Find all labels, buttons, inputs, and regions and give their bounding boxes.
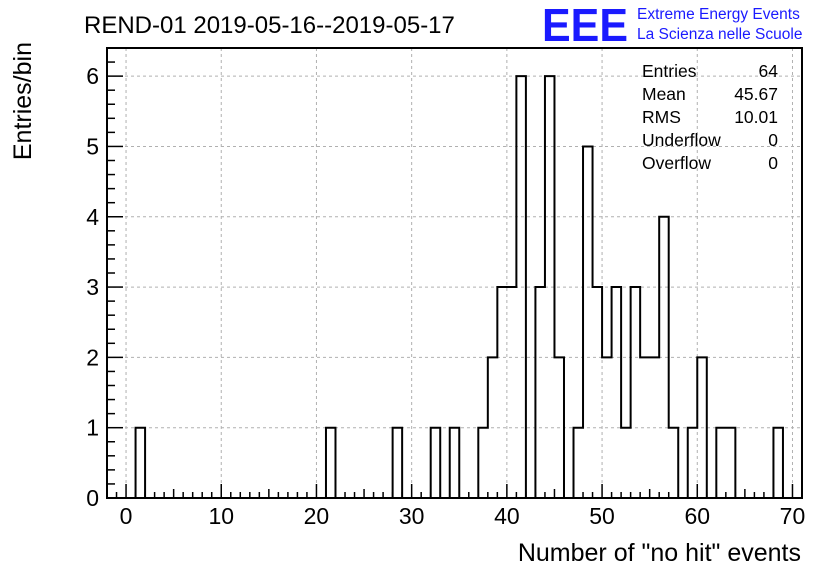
histogram-bar-49	[593, 287, 603, 498]
x-tick-label: 10	[208, 503, 234, 529]
x-tick-label: 50	[589, 503, 615, 529]
histogram-bar-39	[497, 287, 507, 498]
histogram-bar-53	[631, 287, 641, 498]
stats-value: 0	[768, 130, 778, 150]
stats-label: Entries	[642, 61, 697, 81]
y-tick-label: 3	[86, 274, 99, 300]
x-tick-label: 40	[494, 503, 520, 529]
logo-mark: EEE	[542, 0, 628, 51]
y-tick-labels: 0 1 2 3 4 5 6	[86, 63, 99, 511]
eee-logo: EEE Extreme Energy Events La Scienza nel…	[542, 0, 802, 51]
histogram-bar-56	[659, 217, 669, 498]
logo-line-1: Extreme Energy Events	[637, 6, 800, 23]
histogram-bar-32	[431, 428, 441, 498]
logo-line-2: La Scienza nelle Scuole	[637, 26, 802, 43]
histogram-bar-43	[535, 287, 545, 498]
histogram-bar-37	[478, 428, 488, 498]
histogram-bar-40	[507, 287, 517, 498]
y-tick-label: 4	[86, 204, 99, 230]
histogram-bar-55	[650, 357, 660, 498]
stats-box: Entries 64 Mean 45.67 RMS 10.01 Underflow 0 Over…	[642, 61, 778, 173]
histogram-bar-48	[583, 146, 593, 498]
y-tick-label: 2	[86, 344, 99, 370]
histogram-bars	[134, 75, 784, 499]
stats-value: 10.01	[734, 107, 778, 127]
histogram-bar-34	[450, 428, 460, 498]
stats-label: Overflow	[642, 153, 711, 173]
histogram-bar-68	[773, 428, 783, 498]
stats-label: Mean	[642, 84, 686, 104]
stats-label: RMS	[642, 107, 681, 127]
x-axis-label: Number of "no hit" events	[518, 539, 801, 567]
histogram-bar-45	[554, 357, 564, 498]
chart-title: REND-01 2019-05-16--2019-05-17	[84, 12, 455, 39]
histogram-bar-44	[545, 76, 555, 498]
y-tick-label: 6	[86, 63, 99, 89]
histogram-bar-47	[574, 428, 584, 498]
stats-value: 64	[759, 61, 779, 81]
histogram-bar-38	[488, 357, 498, 498]
y-axis-label: Entries/bin	[9, 42, 37, 160]
histogram-bar-21	[326, 428, 336, 498]
histogram-bar-41	[516, 76, 526, 498]
histogram-bar-59	[688, 428, 698, 498]
axis-ticks	[106, 47, 803, 499]
x-tick-label: 0	[120, 503, 133, 529]
histogram-bar-28	[393, 428, 403, 498]
x-tick-label: 30	[399, 503, 425, 529]
histogram-bar-63	[726, 428, 736, 498]
histogram-bar-57	[669, 428, 679, 498]
histogram-bar-1	[136, 428, 146, 498]
histogram-bar-52	[621, 428, 631, 498]
grid-lines	[107, 48, 802, 498]
stats-value: 45.67	[734, 84, 778, 104]
stats-value: 0	[768, 153, 778, 173]
stats-label: Underflow	[642, 130, 721, 150]
x-tick-label: 20	[304, 503, 330, 529]
histogram-bar-62	[716, 428, 726, 498]
y-tick-label: 0	[86, 485, 99, 511]
x-tick-labels: 0 10 20 30 40 50 60 70	[120, 503, 806, 529]
y-tick-label: 5	[86, 133, 99, 159]
x-tick-label: 70	[780, 503, 806, 529]
histogram-outline	[134, 75, 784, 499]
y-tick-label: 1	[86, 415, 99, 441]
histogram-bar-51	[612, 287, 622, 498]
histogram-bar-50	[602, 357, 612, 498]
histogram-bar-54	[640, 357, 650, 498]
histogram-bar-60	[697, 357, 707, 498]
x-tick-label: 60	[684, 503, 710, 529]
